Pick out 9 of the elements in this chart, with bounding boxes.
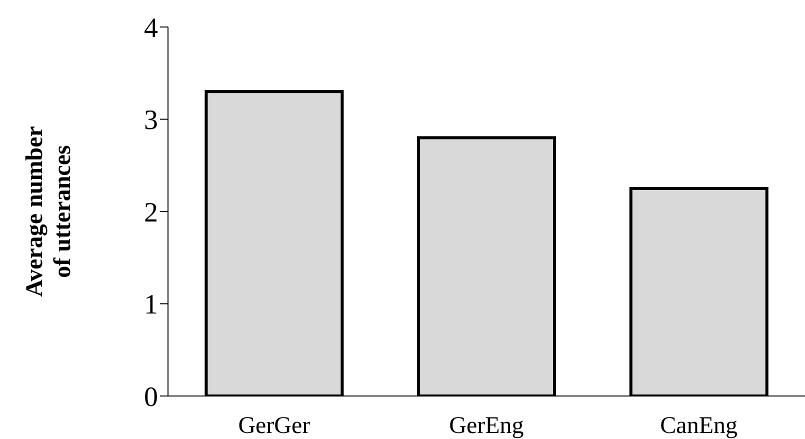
y-tick-label: 1	[144, 290, 158, 321]
y-tick-label: 2	[144, 197, 158, 228]
x-tick-label: GerGer	[238, 413, 310, 439]
x-tick-label: GerEng	[449, 413, 524, 439]
y-tick-label: 3	[144, 105, 158, 136]
y-axis-title: Average number of utterances	[22, 126, 76, 297]
x-tick-label: CanEng	[660, 413, 738, 439]
y-tick-label: 4	[144, 12, 158, 44]
y-tick-label: 0	[144, 382, 158, 413]
